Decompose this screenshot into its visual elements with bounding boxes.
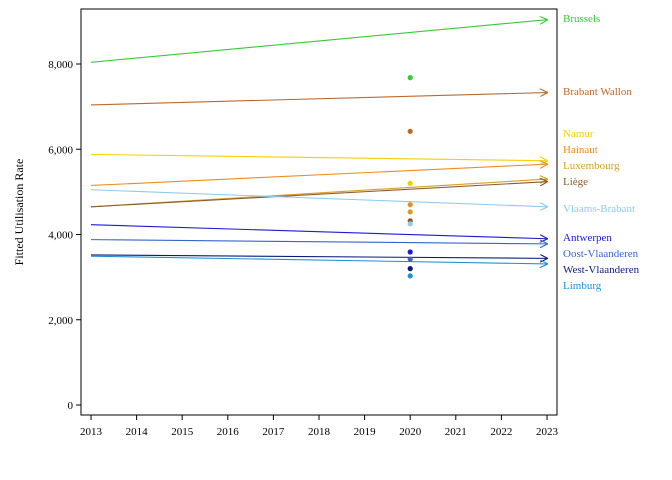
series-label-li-ge: Liège — [563, 176, 588, 188]
observed-point-antwerpen — [407, 249, 413, 255]
series-line-li-ge — [90, 182, 547, 208]
observed-point-oost-vlaanderen — [407, 256, 413, 262]
series-label-brabant-wallon: Brabant Wallon — [563, 86, 632, 98]
series-labels: Brussels Brabant Wallon Namur Hainaut Luxemb… — [563, 13, 640, 292]
observed-point-west-vlaanderen — [407, 266, 413, 272]
series-line-namur — [90, 153, 547, 160]
plot-frame — [80, 8, 558, 416]
x-tick-label: 2020 — [399, 426, 422, 438]
series-line-west-vlaanderen — [90, 255, 547, 258]
x-axis: 2013 2014 2015 2016 2017 2018 2019 2020 2021 2022… — [80, 415, 559, 438]
observed-point-brabant-wallon — [407, 128, 413, 134]
y-tick-label: 6,000 — [48, 144, 73, 156]
y-tick-label: 4,000 — [48, 230, 73, 242]
series-label-hainaut: Hainaut — [563, 144, 598, 156]
x-tick-label: 2016 — [217, 426, 240, 438]
series-label-brussels: Brussels — [563, 13, 600, 25]
observed-point-vlaams-brabant — [407, 221, 413, 227]
series-line-brussels — [90, 20, 547, 63]
series-label-oost-vlaanderen: Oost-Vlaanderen — [563, 248, 639, 260]
x-tick-label: 2022 — [490, 426, 512, 438]
y-tick-label: 0 — [68, 400, 74, 412]
y-axis: 0 2,000 4,000 6,000 8,000 — [48, 59, 81, 412]
series-label-limburg: Limburg — [563, 280, 602, 292]
series-label-luxembourg: Luxembourg — [563, 160, 620, 172]
x-tick-label: 2019 — [354, 426, 377, 438]
series-line-brabant-wallon — [90, 93, 547, 106]
y-axis-label: Fitted Utilisation Rate — [12, 159, 26, 266]
series-line-vlaams-brabant — [90, 189, 547, 207]
observed-point-limburg — [407, 273, 413, 279]
series-line-antwerpen — [90, 224, 547, 239]
x-tick-label: 2013 — [80, 426, 103, 438]
series-line-oost-vlaanderen — [90, 239, 547, 244]
series-label-namur: Namur — [563, 128, 594, 140]
series-line-hainaut — [90, 164, 547, 187]
x-tick-label: 2021 — [445, 426, 467, 438]
x-tick-label: 2023 — [536, 426, 559, 438]
series-lines — [90, 20, 547, 264]
series-label-west-vlaanderen: West-Vlaanderen — [563, 264, 640, 276]
x-tick-label: 2018 — [308, 426, 331, 438]
observed-point-brussels — [407, 75, 413, 81]
series-line-limburg — [90, 255, 547, 264]
y-tick-label: 8,000 — [48, 59, 73, 71]
series-label-vlaams-brabant: Vlaams-Brabant — [563, 203, 635, 215]
y-tick-label: 2,000 — [48, 315, 73, 327]
observed-point-luxembourg — [407, 209, 413, 215]
observed-point-hainaut — [407, 202, 413, 208]
x-tick-label: 2017 — [262, 426, 285, 438]
observed-point-namur — [407, 180, 413, 186]
observed-points — [407, 75, 413, 279]
x-tick-label: 2015 — [171, 426, 194, 438]
series-label-antwerpen: Antwerpen — [563, 232, 612, 244]
x-tick-label: 2014 — [126, 426, 149, 438]
